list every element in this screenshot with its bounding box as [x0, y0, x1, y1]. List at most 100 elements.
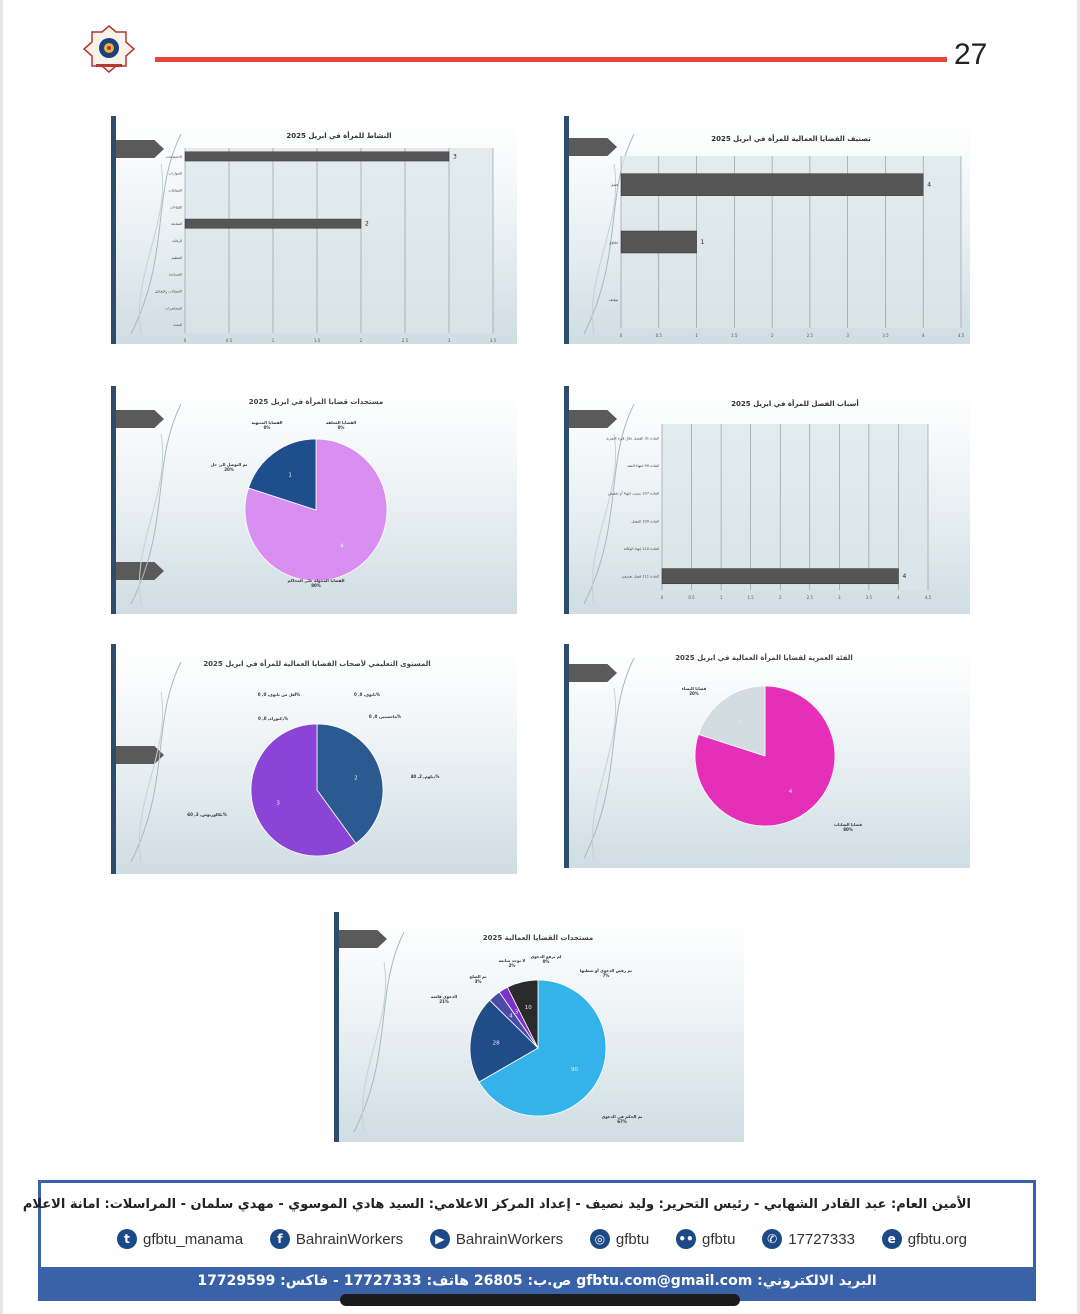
slice-percent-label: 67%: [617, 1119, 627, 1124]
x-tick-label: 3: [448, 338, 451, 343]
slice-label: قضايا الشابات: [834, 822, 862, 827]
chart-panel-case-classification: تصنيف القضايا العمالية للمرأة في ابريل 2…: [564, 116, 970, 344]
panel-flag: [569, 664, 617, 682]
chart-panel-women-activity: النشاط للمرأة في ابريل 2025 0 0.5 1 1.5 2 2.5 3…: [111, 116, 517, 344]
bar: [620, 230, 697, 254]
x-tick-label: 1: [272, 338, 275, 343]
decorative-curve: [591, 433, 617, 605]
data-label: 4: [902, 573, 906, 580]
footer: الأمين العام: عبد القادر الشهابي - رئيس …: [23, 1180, 1036, 1301]
panel-flag: [569, 138, 617, 156]
category-label: المساندة: [169, 273, 182, 277]
slice-percent-label: 20%: [689, 691, 699, 696]
plot-area: [185, 148, 493, 333]
x-tick-label: 2.5: [807, 595, 814, 600]
x-tick-label: 2: [771, 333, 774, 338]
x-tick-label: 4.5: [925, 595, 932, 600]
slice-value-label: 3: [276, 801, 280, 807]
panel-sidebar: [111, 386, 116, 614]
panel-sidebar: [334, 912, 339, 1142]
x-tick-label: 3: [838, 595, 841, 600]
social-label: gfbtu_manama: [143, 1230, 244, 1248]
slice-label: ثانوي, 0, 0%: [354, 692, 380, 697]
page-edge-right: [1077, 0, 1080, 1314]
social-link-twitter[interactable]: t gfbtu_manama: [117, 1229, 243, 1249]
panel-flag: [116, 746, 164, 764]
social-link-website[interactable]: e gfbtu.org: [881, 1229, 967, 1249]
pie-slice: [506, 979, 539, 1049]
chart-panel-labour-case-updates: مستجدات القضايا العمالية 2025 90 28 4 3 10 تم …: [334, 912, 744, 1142]
slice-label: القضايا المحولة على المحاكم: [287, 578, 345, 583]
x-tick-label: 0.5: [688, 595, 695, 600]
footer-contact-band: البريد الالكتروني: gfbtu.com@gmail.com ص…: [38, 1267, 1036, 1301]
social-label: 17727333: [788, 1230, 855, 1248]
pie-slice: [250, 723, 357, 857]
decorative-curve: [138, 433, 164, 605]
category-label: الاجتماعات: [166, 155, 182, 159]
chart-title: تصنيف القضايا العمالية للمرأة في ابريل 2…: [711, 134, 871, 143]
category-label: الحوارات: [169, 172, 182, 176]
youtube-icon: ▶: [429, 1229, 450, 1249]
chart-title: المستوى التعليمي لأصحاب القضايا العمالية…: [203, 659, 430, 668]
social-link-youtube[interactable]: ▶ BahrainWorkers: [429, 1229, 564, 1249]
slice-label: أقل من ثانوي, 0, 0%: [258, 692, 301, 697]
instagram-icon: ◎: [589, 1229, 610, 1249]
slice-value-label: 4: [340, 544, 344, 550]
bar: [620, 173, 924, 196]
slice-percent-label: 80%: [311, 583, 321, 588]
twitter-icon: t: [117, 1229, 137, 1249]
category-label: المادة 99 انتهاء العقد: [627, 464, 659, 468]
decorative-curve: [583, 657, 635, 859]
chart-title: مستجدات قضايا المرأة في ابريل 2025: [249, 397, 383, 406]
decorative-curve: [138, 163, 164, 335]
social-link-flickr[interactable]: •• gfbtu: [676, 1229, 735, 1249]
panel-flag: [569, 410, 617, 428]
slice-label: القضايا المنتهية: [251, 420, 283, 425]
x-tick-label: 1: [720, 595, 723, 600]
category-label: البحث: [173, 323, 182, 327]
data-label: 1: [701, 239, 705, 246]
slice-label: لا توجد متابعة: [499, 958, 526, 963]
data-label: 3: [453, 153, 457, 160]
slice-percent-label: 0%: [543, 959, 550, 964]
social-link-instagram[interactable]: ◎ gfbtu: [589, 1229, 650, 1249]
x-tick-label: 4.5: [958, 333, 965, 338]
slice-value-label: 2: [354, 775, 358, 781]
category-label: المادة 110 إنهاء الوكالة: [624, 547, 659, 552]
slice-label: تم التوصل الى حل: [211, 462, 248, 467]
decorative-curve: [583, 403, 635, 605]
category-label: توقيف: [609, 298, 618, 302]
social-label: gfbtu: [702, 1230, 736, 1248]
slice-percent-label: 2%: [509, 963, 516, 968]
home-indicator[interactable]: [340, 1294, 740, 1306]
pie-slice: [247, 438, 317, 511]
x-tick-label: 2.5: [807, 333, 814, 338]
social-link-whatsapp[interactable]: ✆ 17727333: [762, 1229, 855, 1249]
x-tick-label: 0.5: [656, 333, 663, 338]
social-label: BahrainWorkers: [455, 1230, 564, 1248]
category-label: المادة 31 الفصل خلال فترة التجربة: [606, 436, 659, 440]
chart-women-activity: النشاط للمرأة في ابريل 2025 0 0.5 1 1.5 2 2.5 3…: [130, 131, 497, 343]
category-label: المادة 111 فصل تعسفي: [622, 575, 659, 579]
category-label: فصل: [610, 183, 618, 187]
slice-label: تم رفض الدعوى أو شطبها: [580, 968, 633, 973]
chart-education-level: المستوى التعليمي لأصحاب القضايا العمالية…: [130, 659, 439, 863]
slice-percent-label: 0%: [264, 425, 271, 430]
category-label: اللقاءات: [170, 205, 182, 209]
slice-percent-label: 80%: [843, 827, 853, 832]
chart-panel-women-case-updates: مستجدات قضايا المرأة في ابريل 2025 4 1 القض…: [111, 386, 517, 614]
social-label: BahrainWorkers: [295, 1230, 404, 1248]
slice-value-label: 4: [789, 789, 793, 795]
slice-percent-label: 20%: [224, 467, 234, 472]
slice-label: تم الحكم في الدعوى: [602, 1114, 643, 1119]
panel-sidebar: [111, 644, 116, 874]
decorative-curve: [591, 687, 617, 859]
social-link-facebook[interactable]: f BahrainWorkers: [269, 1229, 404, 1249]
page-number: 27: [954, 38, 988, 71]
panel-sidebar: [564, 644, 569, 868]
x-tick-label: 1.5: [747, 595, 754, 600]
social-label: gfbtu: [615, 1230, 650, 1248]
x-tick-label: 4: [897, 595, 900, 600]
web-icon: e: [881, 1229, 902, 1249]
bar: [184, 151, 450, 162]
